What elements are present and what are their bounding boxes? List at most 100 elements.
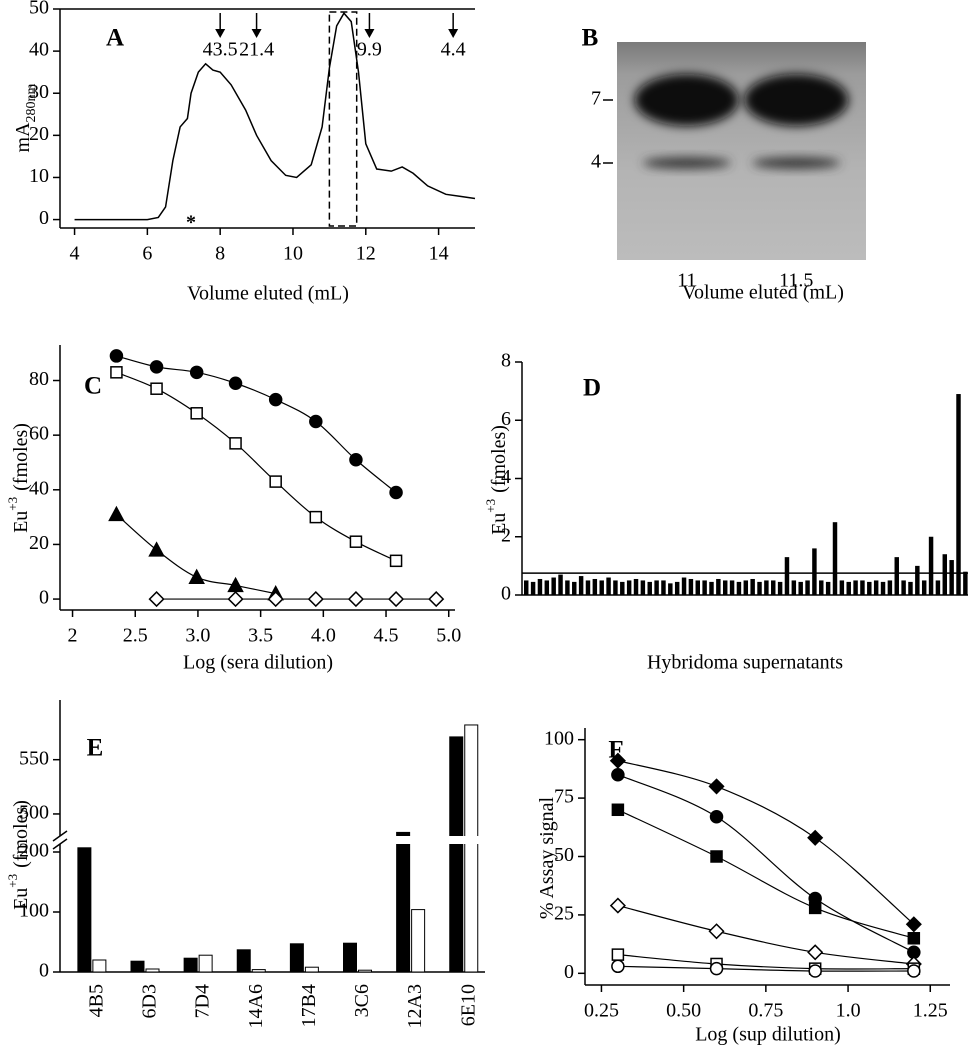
bar [578, 576, 584, 595]
bar [819, 580, 824, 595]
y-axis-label-unit: (fmoles) [10, 800, 32, 868]
bar [942, 554, 948, 595]
marker [229, 437, 242, 450]
marker [907, 964, 921, 978]
y-tick-label: 100 [19, 900, 49, 922]
bar [411, 909, 426, 973]
marker [807, 944, 824, 961]
marker [808, 964, 822, 978]
y-axis-label-sup: +3 [5, 497, 20, 511]
bar [736, 581, 742, 595]
fit-curve [617, 904, 914, 965]
marker [148, 541, 165, 557]
x-tick-label: 6 [142, 243, 152, 265]
marker [808, 901, 822, 915]
marker [109, 349, 124, 363]
y-axis-label: % Assay signal [536, 796, 558, 919]
gel-band [634, 74, 739, 126]
y-axis-label: Eu+3 (fmoles) [483, 425, 509, 535]
bar [77, 847, 92, 973]
bar [956, 394, 961, 595]
bar [777, 581, 783, 595]
bar [764, 580, 769, 595]
bar [928, 536, 934, 595]
bar [396, 831, 411, 973]
trace-line [74, 11, 476, 221]
x-tick-label: 10 [283, 243, 303, 265]
bar [358, 969, 372, 973]
x-tick-label: 5.0 [436, 625, 461, 647]
bar [130, 960, 145, 973]
marker [611, 767, 625, 782]
bar [613, 580, 618, 595]
y-tick-label: 40 [29, 39, 49, 61]
marker [110, 366, 123, 379]
x-tick-label: 0.25 [584, 1000, 619, 1022]
y-tick-label: 4 [501, 466, 511, 488]
marker [349, 452, 363, 467]
x-tick-label: 4B5 [85, 984, 107, 1017]
y-tick-label: 550 [19, 747, 49, 769]
y-axis-label-sub: 280nm [24, 83, 39, 122]
panel-letter: A [106, 25, 124, 52]
y-tick-label: 200 [19, 840, 49, 862]
bar [750, 578, 755, 595]
bar [183, 957, 198, 973]
bar [640, 580, 646, 595]
y-tick-label: 10 [29, 165, 49, 187]
panel-letter: C [84, 373, 102, 400]
bar [530, 581, 536, 595]
bar [289, 943, 304, 973]
marker-label: 7 [591, 88, 601, 110]
y-tick-label: 0 [501, 583, 511, 605]
marker [267, 591, 284, 608]
size-arrowhead [251, 29, 262, 38]
bar [92, 959, 107, 973]
y-tick-label: 500 [19, 802, 49, 824]
gel-image [617, 42, 866, 260]
fit-curve [116, 371, 397, 562]
y-tick-label: 0 [39, 207, 49, 229]
y-tick-label: 100 [544, 727, 574, 749]
bar [825, 581, 831, 595]
x-tick-label: 12 [356, 243, 376, 265]
x-tick-label: 2.5 [123, 625, 148, 647]
bar [722, 580, 728, 595]
bar [544, 580, 550, 595]
marker [388, 591, 405, 608]
bar [949, 560, 954, 595]
x-axis-label: Volume eluted (mL) [187, 283, 349, 305]
x-tick-label: 7D4 [192, 984, 214, 1018]
y-axis-label: Eu+3 (fmoles) [5, 800, 31, 910]
y-tick-label: 2 [501, 524, 511, 546]
x-tick-label: 1.25 [913, 1000, 948, 1022]
bar [915, 565, 920, 595]
panel-letter: E [87, 735, 104, 762]
y-axis-label: mA280nm [12, 83, 39, 152]
x-axis-label: Hybridoma supernatants [647, 652, 843, 674]
marker [708, 778, 725, 795]
marker [309, 510, 323, 524]
axis-break-gap [50, 836, 485, 844]
marker [309, 414, 323, 429]
size-label: 21.4 [239, 39, 274, 61]
y-tick-label: 80 [29, 368, 49, 390]
bar [606, 577, 611, 595]
marker [227, 591, 244, 608]
gel-band [642, 157, 731, 169]
lane-label: 11.5 [779, 270, 813, 292]
bar [626, 580, 632, 595]
y-tick-label: 6 [501, 408, 511, 430]
marker [710, 850, 723, 863]
bar [633, 578, 639, 595]
x-tick-label: 14A6 [245, 984, 267, 1028]
marker [349, 535, 363, 548]
gel-band [752, 157, 841, 169]
x-tick-label: 17B4 [298, 984, 320, 1027]
bar [771, 580, 776, 595]
y-axis-label-main: Eu [10, 888, 32, 910]
marker [188, 568, 205, 584]
y-tick-label: 75 [554, 786, 574, 808]
bar [716, 578, 721, 595]
bar [901, 580, 906, 595]
